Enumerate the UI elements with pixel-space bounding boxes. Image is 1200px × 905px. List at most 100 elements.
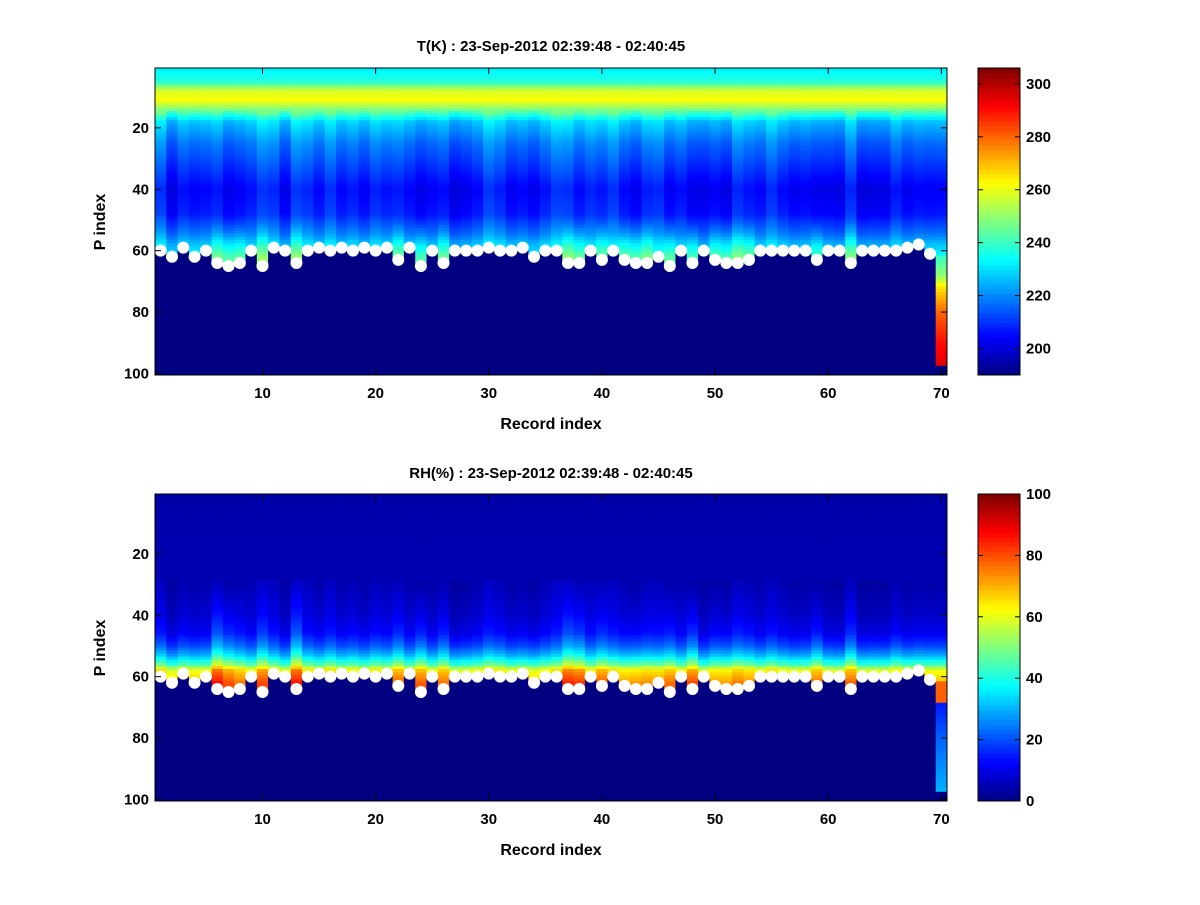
heatmap-cell xyxy=(528,332,541,336)
heatmap-cell xyxy=(415,196,427,201)
heatmap-cell xyxy=(641,242,654,247)
heatmap-cell xyxy=(573,230,586,235)
heatmap-cell xyxy=(279,279,292,284)
heatmap-cell xyxy=(403,200,416,204)
heatmap-cell xyxy=(358,289,371,293)
heatmap-cell xyxy=(268,371,280,376)
heatmap-cell xyxy=(539,126,552,130)
heatmap-cell xyxy=(460,184,473,189)
heatmap-cell xyxy=(630,138,642,143)
heatmap-cell xyxy=(573,242,586,247)
heatmap-cell xyxy=(562,178,575,182)
heatmap-cell xyxy=(279,95,292,100)
heatmap-cell xyxy=(256,135,269,140)
heatmap-cell xyxy=(517,332,529,336)
heatmap-cell xyxy=(517,123,529,127)
heatmap-cell xyxy=(618,319,631,324)
heatmap-cell xyxy=(415,147,427,152)
heatmap-cell xyxy=(551,332,563,336)
heatmap-cell xyxy=(392,304,405,308)
heatmap-cell xyxy=(573,163,586,167)
heatmap-cell xyxy=(347,239,360,244)
heatmap-cell xyxy=(392,107,405,112)
heatmap-cell xyxy=(336,295,348,299)
heatmap-cell xyxy=(313,325,326,330)
heatmap-cell xyxy=(324,101,337,106)
heatmap-cell xyxy=(460,230,473,235)
heatmap-cell xyxy=(268,313,280,318)
heatmap-cell xyxy=(347,200,360,204)
heatmap-cell xyxy=(471,117,484,121)
heatmap-cell xyxy=(369,83,382,87)
heatmap-cell xyxy=(155,335,167,339)
heatmap-cell xyxy=(347,255,360,259)
heatmap-cell xyxy=(596,104,608,109)
heatmap-cell xyxy=(188,307,201,311)
heatmap-cell xyxy=(403,273,416,278)
heatmap-cell xyxy=(234,147,246,152)
heatmap-cell xyxy=(392,347,405,351)
heatmap-cell xyxy=(313,362,326,367)
heatmap-cell xyxy=(155,347,167,351)
heatmap-cell xyxy=(618,328,631,333)
heatmap-cell xyxy=(415,227,427,232)
heatmap-cell xyxy=(347,335,360,339)
heatmap-cell xyxy=(618,307,631,311)
heatmap-cell xyxy=(539,150,552,155)
heatmap-cell xyxy=(517,319,529,324)
heatmap-cell xyxy=(641,270,654,275)
heatmap-cell xyxy=(471,138,484,143)
heatmap-cell xyxy=(347,89,360,93)
heatmap-cell xyxy=(483,160,495,164)
heatmap-cell xyxy=(200,126,212,130)
heatmap-cell xyxy=(618,239,631,244)
heatmap-cell xyxy=(245,153,258,158)
heatmap-cell xyxy=(709,212,722,216)
heatmap-cell xyxy=(664,347,676,351)
heatmap-cell xyxy=(324,218,337,222)
heatmap-cell xyxy=(607,279,620,284)
heatmap-cell xyxy=(494,301,507,305)
heatmap-cell xyxy=(505,98,518,103)
heatmap-cell xyxy=(573,101,586,106)
heatmap-cell xyxy=(641,316,654,321)
heatmap-cell xyxy=(584,77,597,81)
heatmap-cell xyxy=(347,187,360,192)
heatmap-cell xyxy=(437,196,450,201)
heatmap-cell xyxy=(381,163,393,167)
heatmap-cell xyxy=(483,175,495,179)
heatmap-cell xyxy=(177,135,190,140)
heatmap-cell xyxy=(630,212,642,216)
heatmap-cell xyxy=(200,184,212,189)
heatmap-cell xyxy=(313,292,326,296)
heatmap-cell xyxy=(449,138,461,143)
heatmap-cell xyxy=(415,338,427,342)
heatmap-cell xyxy=(460,221,473,225)
heatmap-cell xyxy=(188,267,201,272)
heatmap-cell xyxy=(573,160,586,164)
heatmap-cell xyxy=(437,107,450,112)
heatmap-cell xyxy=(630,150,642,155)
heatmap-cell xyxy=(347,147,360,152)
heatmap-cell xyxy=(222,249,235,253)
heatmap-cell xyxy=(664,246,676,250)
heatmap-cell xyxy=(664,175,676,179)
heatmap-cell xyxy=(211,230,224,235)
heatmap-cell xyxy=(471,107,484,112)
heatmap-cell xyxy=(539,141,552,146)
heatmap-cell xyxy=(222,147,235,152)
heatmap-cell xyxy=(313,273,326,278)
heatmap-cell xyxy=(437,227,450,232)
heatmap-cell xyxy=(290,187,303,192)
heatmap-cell xyxy=(268,322,280,327)
heatmap-cell xyxy=(562,114,575,118)
heatmap-cell xyxy=(279,335,292,339)
heatmap-cell xyxy=(369,74,382,78)
heatmap-cell xyxy=(709,86,722,90)
heatmap-cell xyxy=(641,304,654,308)
heatmap-cell xyxy=(392,98,405,103)
heatmap-cell xyxy=(211,304,224,308)
heatmap-cell xyxy=(437,193,450,198)
heatmap-cell xyxy=(211,273,224,278)
heatmap-cell xyxy=(222,196,235,201)
